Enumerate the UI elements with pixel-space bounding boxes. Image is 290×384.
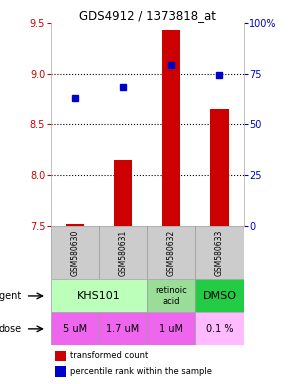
Bar <box>195 280 244 313</box>
Text: GSM580633: GSM580633 <box>215 229 224 276</box>
Bar <box>195 226 244 280</box>
Text: DMSO: DMSO <box>202 291 236 301</box>
Bar <box>51 313 99 345</box>
Bar <box>162 30 180 226</box>
Bar <box>147 226 195 280</box>
Text: 1 uM: 1 uM <box>159 324 183 334</box>
Text: 1.7 uM: 1.7 uM <box>106 324 140 334</box>
Bar <box>210 109 229 226</box>
Bar <box>99 313 147 345</box>
Bar <box>51 226 99 280</box>
Text: GSM580631: GSM580631 <box>119 230 128 276</box>
Text: dose: dose <box>0 324 22 334</box>
Text: 0.1 %: 0.1 % <box>206 324 233 334</box>
Bar <box>195 313 244 345</box>
Text: 5 uM: 5 uM <box>63 324 87 334</box>
Text: agent: agent <box>0 291 22 301</box>
Text: KHS101: KHS101 <box>77 291 121 301</box>
Bar <box>147 313 195 345</box>
Text: GSM580632: GSM580632 <box>167 230 176 276</box>
Title: GDS4912 / 1373818_at: GDS4912 / 1373818_at <box>79 9 216 22</box>
Bar <box>66 223 84 226</box>
Bar <box>55 366 66 377</box>
Bar <box>99 226 147 280</box>
Text: retinoic
acid: retinoic acid <box>155 286 187 306</box>
Bar <box>147 280 195 313</box>
Text: GSM580630: GSM580630 <box>70 229 79 276</box>
Text: percentile rank within the sample: percentile rank within the sample <box>70 367 212 376</box>
Text: transformed count: transformed count <box>70 351 148 360</box>
Bar <box>55 351 66 361</box>
Bar <box>114 160 132 226</box>
Bar <box>51 280 147 313</box>
